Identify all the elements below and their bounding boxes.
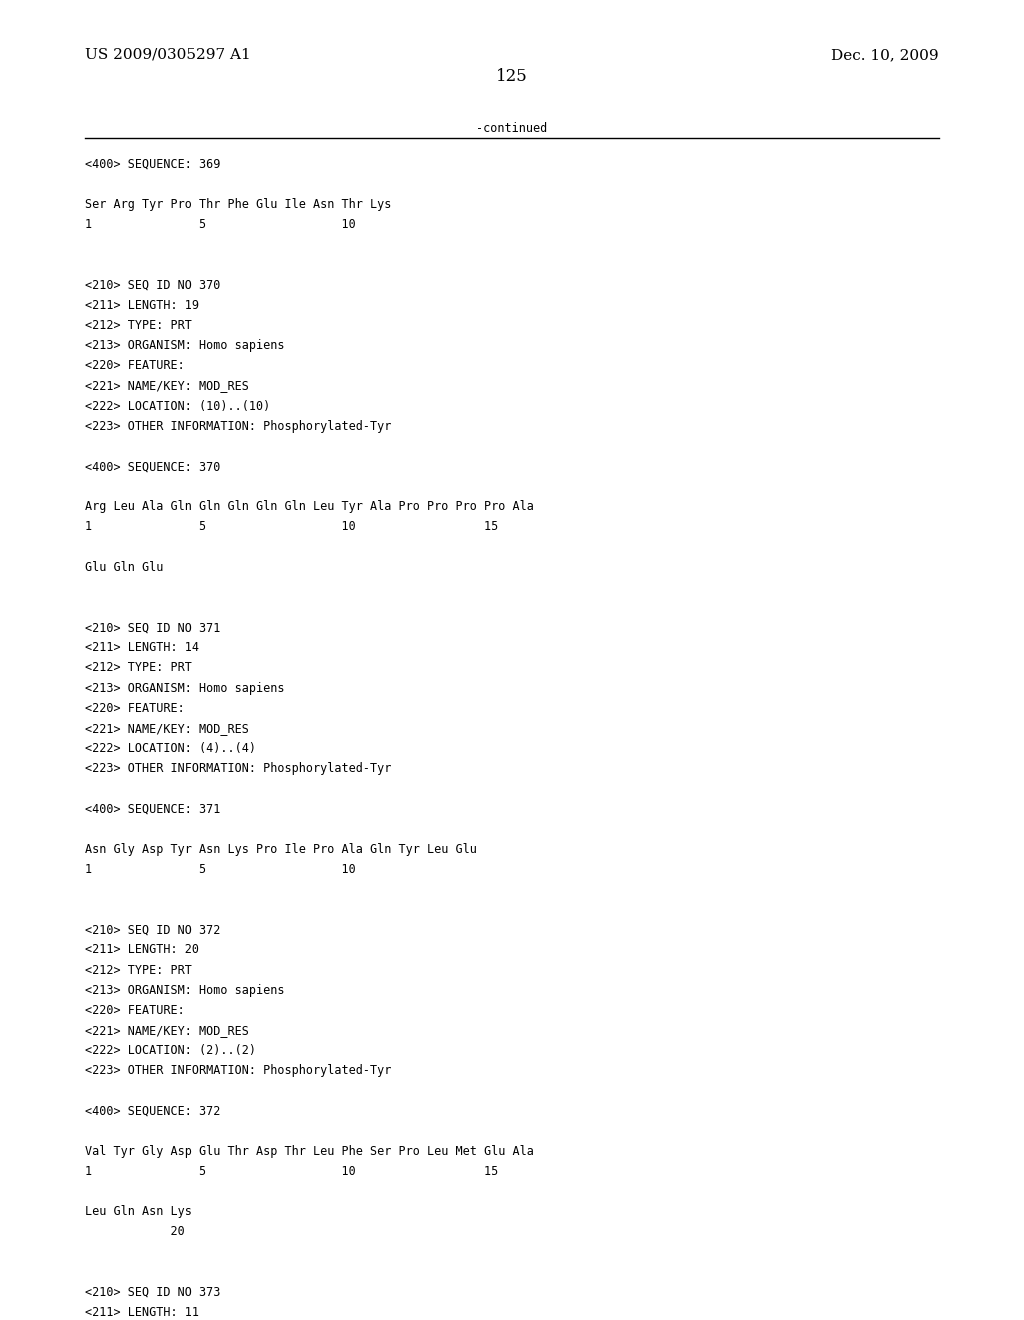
Text: 1               5                   10                  15: 1 5 10 15 [85,520,499,533]
Text: 1               5                   10                  15: 1 5 10 15 [85,1166,499,1177]
Text: <400> SEQUENCE: 370: <400> SEQUENCE: 370 [85,461,220,473]
Text: <220> FEATURE:: <220> FEATURE: [85,702,184,714]
Text: <211> LENGTH: 11: <211> LENGTH: 11 [85,1305,199,1319]
Text: <223> OTHER INFORMATION: Phosphorylated-Tyr: <223> OTHER INFORMATION: Phosphorylated-… [85,1064,391,1077]
Text: <212> TYPE: PRT: <212> TYPE: PRT [85,661,191,675]
Text: <212> TYPE: PRT: <212> TYPE: PRT [85,964,191,977]
Text: Val Tyr Gly Asp Glu Thr Asp Thr Leu Phe Ser Pro Leu Met Glu Ala: Val Tyr Gly Asp Glu Thr Asp Thr Leu Phe … [85,1144,534,1158]
Text: <211> LENGTH: 19: <211> LENGTH: 19 [85,298,199,312]
Text: <221> NAME/KEY: MOD_RES: <221> NAME/KEY: MOD_RES [85,380,249,392]
Text: 1               5                   10: 1 5 10 [85,218,355,231]
Text: <210> SEQ ID NO 372: <210> SEQ ID NO 372 [85,923,220,936]
Text: <211> LENGTH: 20: <211> LENGTH: 20 [85,944,199,957]
Text: 20: 20 [85,1225,184,1238]
Text: Asn Gly Asp Tyr Asn Lys Pro Ile Pro Ala Gln Tyr Leu Glu: Asn Gly Asp Tyr Asn Lys Pro Ile Pro Ala … [85,842,477,855]
Text: <400> SEQUENCE: 371: <400> SEQUENCE: 371 [85,803,220,816]
Text: Arg Leu Ala Gln Gln Gln Gln Gln Leu Tyr Ala Pro Pro Pro Pro Ala: Arg Leu Ala Gln Gln Gln Gln Gln Leu Tyr … [85,500,534,513]
Text: Ser Arg Tyr Pro Thr Phe Glu Ile Asn Thr Lys: Ser Arg Tyr Pro Thr Phe Glu Ile Asn Thr … [85,198,391,211]
Text: <213> ORGANISM: Homo sapiens: <213> ORGANISM: Homo sapiens [85,983,285,997]
Text: <220> FEATURE:: <220> FEATURE: [85,1003,184,1016]
Text: <213> ORGANISM: Homo sapiens: <213> ORGANISM: Homo sapiens [85,339,285,352]
Text: <210> SEQ ID NO 370: <210> SEQ ID NO 370 [85,279,220,292]
Text: <222> LOCATION: (4)..(4): <222> LOCATION: (4)..(4) [85,742,256,755]
Text: US 2009/0305297 A1: US 2009/0305297 A1 [85,48,251,62]
Text: <211> LENGTH: 14: <211> LENGTH: 14 [85,642,199,655]
Text: Dec. 10, 2009: Dec. 10, 2009 [831,48,939,62]
Text: <213> ORGANISM: Homo sapiens: <213> ORGANISM: Homo sapiens [85,681,285,694]
Text: <210> SEQ ID NO 371: <210> SEQ ID NO 371 [85,622,220,634]
Text: 125: 125 [496,69,528,84]
Text: <223> OTHER INFORMATION: Phosphorylated-Tyr: <223> OTHER INFORMATION: Phosphorylated-… [85,420,391,433]
Text: <221> NAME/KEY: MOD_RES: <221> NAME/KEY: MOD_RES [85,722,249,735]
Text: <210> SEQ ID NO 373: <210> SEQ ID NO 373 [85,1286,220,1299]
Text: 1               5                   10: 1 5 10 [85,863,355,876]
Text: <222> LOCATION: (10)..(10): <222> LOCATION: (10)..(10) [85,400,270,413]
Text: Leu Gln Asn Lys: Leu Gln Asn Lys [85,1205,191,1218]
Text: <400> SEQUENCE: 369: <400> SEQUENCE: 369 [85,158,220,172]
Text: <212> TYPE: PRT: <212> TYPE: PRT [85,319,191,333]
Text: <400> SEQUENCE: 372: <400> SEQUENCE: 372 [85,1105,220,1118]
Text: <221> NAME/KEY: MOD_RES: <221> NAME/KEY: MOD_RES [85,1024,249,1038]
Text: <220> FEATURE:: <220> FEATURE: [85,359,184,372]
Text: -continued: -continued [476,121,548,135]
Text: <223> OTHER INFORMATION: Phosphorylated-Tyr: <223> OTHER INFORMATION: Phosphorylated-… [85,762,391,775]
Text: <222> LOCATION: (2)..(2): <222> LOCATION: (2)..(2) [85,1044,256,1057]
Text: Glu Gln Glu: Glu Gln Glu [85,561,164,574]
